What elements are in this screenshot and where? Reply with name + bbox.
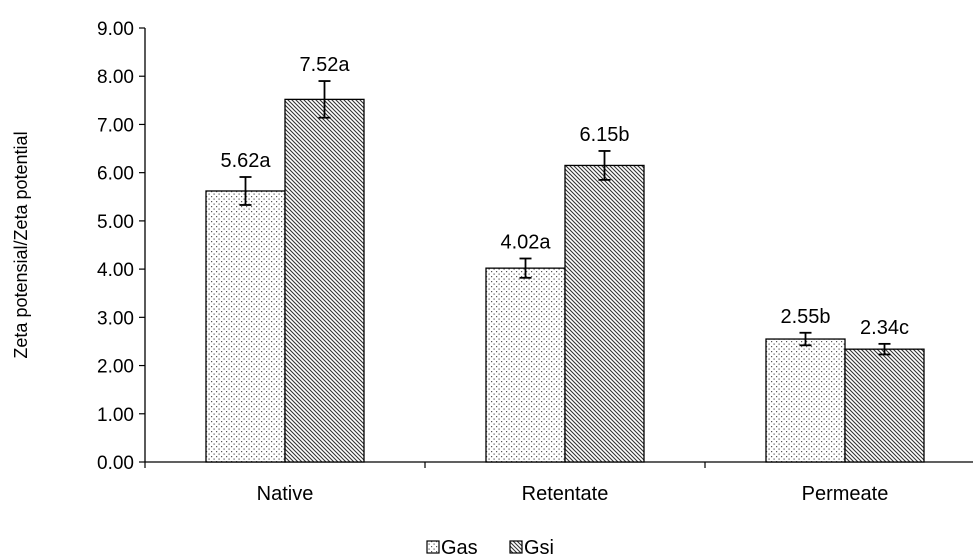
legend-swatch-gas xyxy=(426,540,440,554)
legend-label-gas: Gas xyxy=(441,537,478,558)
x-ticks: Native Retentate Permeate xyxy=(144,462,889,505)
error-bar xyxy=(878,342,891,356)
data-label: 7.52a xyxy=(299,54,350,76)
bar-gas-permeate xyxy=(765,338,846,463)
y-tick-label: 8.00 xyxy=(97,67,134,88)
y-axis: 0.00 1.00 2.00 3.00 4.00 5.00 6.00 7.00 8.00 9.00 xyxy=(97,19,146,474)
data-label: 5.62a xyxy=(220,150,271,172)
data-label: 2.34c xyxy=(860,317,909,339)
bar-gas-native xyxy=(205,190,286,463)
data-label: 4.02a xyxy=(500,232,551,254)
legend-swatch-gsi xyxy=(509,540,523,554)
bar-gsi-native xyxy=(284,98,365,463)
y-axis-label: Zeta potensial/Zeta potential xyxy=(11,131,31,358)
error-bar xyxy=(799,331,812,347)
y-tick-label: 3.00 xyxy=(97,308,134,329)
x-axis: Native Retentate Permeate xyxy=(144,461,973,505)
y-tick-label: 0.00 xyxy=(97,453,134,474)
error-bar xyxy=(239,176,252,206)
bars xyxy=(205,98,925,463)
y-tick-label: 4.00 xyxy=(97,260,134,281)
y-tick-label: 9.00 xyxy=(97,19,134,40)
data-label: 2.55b xyxy=(780,306,830,328)
x-tick-label: Retentate xyxy=(522,483,609,505)
data-label: 6.15b xyxy=(579,124,629,146)
x-tick-label: Native xyxy=(257,483,314,505)
y-tick-label: 2.00 xyxy=(97,357,134,378)
legend-label-gsi: Gsi xyxy=(524,537,554,558)
y-tick-label: 6.00 xyxy=(97,164,134,185)
bar-gsi-retentate xyxy=(564,164,645,463)
error-bar xyxy=(519,257,532,279)
y-tick-label: 5.00 xyxy=(97,212,134,233)
bar-gsi-permeate xyxy=(844,348,925,463)
error-bar xyxy=(598,150,611,181)
error-bars xyxy=(239,80,891,356)
legend: Gas Gsi xyxy=(426,537,554,558)
error-bar xyxy=(318,80,331,119)
data-labels: 5.62a 7.52a 4.02a 6.15b 2.55b 2.34c xyxy=(220,54,909,339)
y-tick-label: 7.00 xyxy=(97,115,134,136)
x-tick-label: Permeate xyxy=(802,483,889,505)
bar-gas-retentate xyxy=(485,267,566,463)
y-ticks: 0.00 1.00 2.00 3.00 4.00 5.00 6.00 7.00 8.00 9.00 xyxy=(97,19,145,474)
y-tick-label: 1.00 xyxy=(97,405,134,426)
